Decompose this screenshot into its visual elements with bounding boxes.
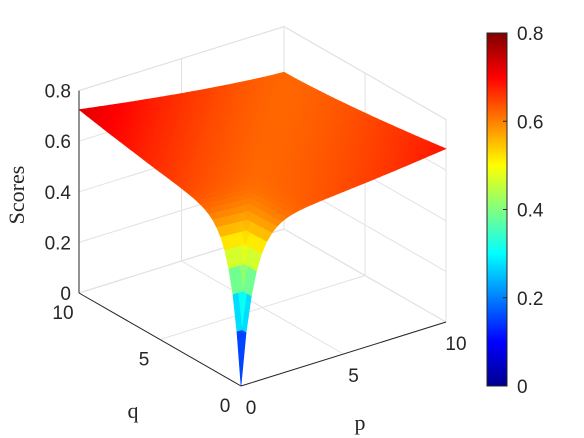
- y-tick-label: 5: [139, 350, 150, 371]
- colorbar-tick-label: 0: [517, 377, 528, 398]
- x-tick-label: 0: [246, 398, 257, 419]
- colorbar: 0 0.2 0.4 0.6 0.8: [486, 24, 544, 398]
- axis-lines: [78, 90, 447, 387]
- colorbar-tick-label: 0.8: [517, 24, 543, 45]
- axis-line: [240, 321, 447, 387]
- y-tick-label: 0: [220, 396, 231, 417]
- z-tick-label: 0.8: [45, 82, 71, 103]
- y-axis-title: q: [128, 398, 139, 423]
- colorbar-tick-label: 0.6: [517, 112, 543, 133]
- y-tick-label: 10: [52, 303, 73, 324]
- z-tick-label: 0.6: [45, 132, 71, 153]
- x-axis-title: p: [355, 410, 366, 435]
- z-tick-label: 0.2: [45, 233, 71, 254]
- z-gridline: [78, 228, 447, 323]
- surface-cell: [236, 330, 247, 387]
- x-tick-label: 10: [445, 334, 466, 355]
- z-gridline: [78, 26, 447, 121]
- x-tick-label: 5: [348, 366, 359, 387]
- surface-mesh: [78, 71, 447, 387]
- z-tick-label: 0: [60, 284, 71, 305]
- axis-line: [78, 292, 242, 387]
- colorbar-tick-label: 0.4: [517, 201, 544, 222]
- z-axis-title: Scores: [4, 166, 29, 225]
- z-tick-label: 0.4: [45, 183, 72, 204]
- colorbar-tick-label: 0.2: [517, 289, 543, 310]
